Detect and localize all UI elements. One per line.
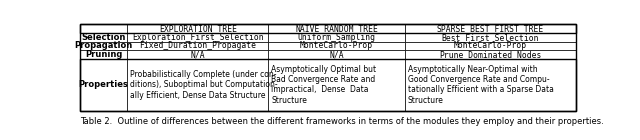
Text: SPARSE_BEST_FIRST_TREE: SPARSE_BEST_FIRST_TREE [437, 24, 544, 33]
Text: Table 2.  Outline of differences between the different frameworks in terms of th: Table 2. Outline of differences between … [80, 117, 604, 126]
Bar [405, 50, 576, 59]
Text: MonteCarlo-Prop: MonteCarlo-Prop [300, 41, 373, 50]
Bar [405, 42, 576, 50]
Bar [80, 50, 127, 59]
Text: Uniform_Sampling: Uniform_Sampling [298, 33, 376, 42]
Bar [127, 50, 269, 59]
Text: Selection: Selection [81, 33, 125, 42]
Text: Prune_Dominated_Nodes: Prune_Dominated_Nodes [439, 50, 541, 59]
Bar [269, 50, 405, 59]
Text: Probabilistically Complete (under con-
ditions), Suboptimal but Computation-
all: Probabilistically Complete (under con- d… [130, 70, 278, 100]
Bar [80, 24, 576, 111]
Text: N/A: N/A [191, 50, 205, 59]
Bar [269, 42, 405, 50]
Text: Fixed_Duration_Propagate: Fixed_Duration_Propagate [140, 41, 256, 50]
Text: NAIVE_RANDOM_TREE: NAIVE_RANDOM_TREE [295, 24, 378, 33]
Text: Best_First_Selection: Best_First_Selection [442, 33, 539, 42]
Bar [80, 42, 127, 50]
Bar [127, 42, 269, 50]
Bar [405, 59, 576, 111]
Bar [80, 24, 576, 33]
Bar [405, 33, 576, 42]
Text: Asymptotically Near-Optimal with
Good Convergence Rate and Compu-
tationally Eff: Asymptotically Near-Optimal with Good Co… [408, 65, 554, 105]
Bar [80, 59, 576, 111]
Bar [269, 24, 405, 33]
Text: Asymptotically Optimal but
Bad Convergence Rate and
Impractical,  Dense  Data
St: Asymptotically Optimal but Bad Convergen… [271, 65, 376, 105]
Bar [269, 59, 405, 111]
Bar [80, 24, 127, 33]
Text: EXPLORATION_TREE: EXPLORATION_TREE [159, 24, 237, 33]
Bar [127, 33, 269, 42]
Bar [127, 59, 269, 111]
Bar [127, 24, 269, 33]
Text: Properties: Properties [79, 80, 129, 89]
Text: Propagation: Propagation [74, 41, 132, 50]
Text: N/A: N/A [330, 50, 344, 59]
Bar [80, 33, 127, 42]
Text: Exploration_First_Selection: Exploration_First_Selection [132, 33, 264, 42]
Text: Pruning: Pruning [85, 50, 122, 59]
Bar [80, 59, 127, 111]
Bar [405, 24, 576, 33]
Text: MonteCarlo-Prop: MonteCarlo-Prop [454, 41, 527, 50]
Bar [269, 33, 405, 42]
